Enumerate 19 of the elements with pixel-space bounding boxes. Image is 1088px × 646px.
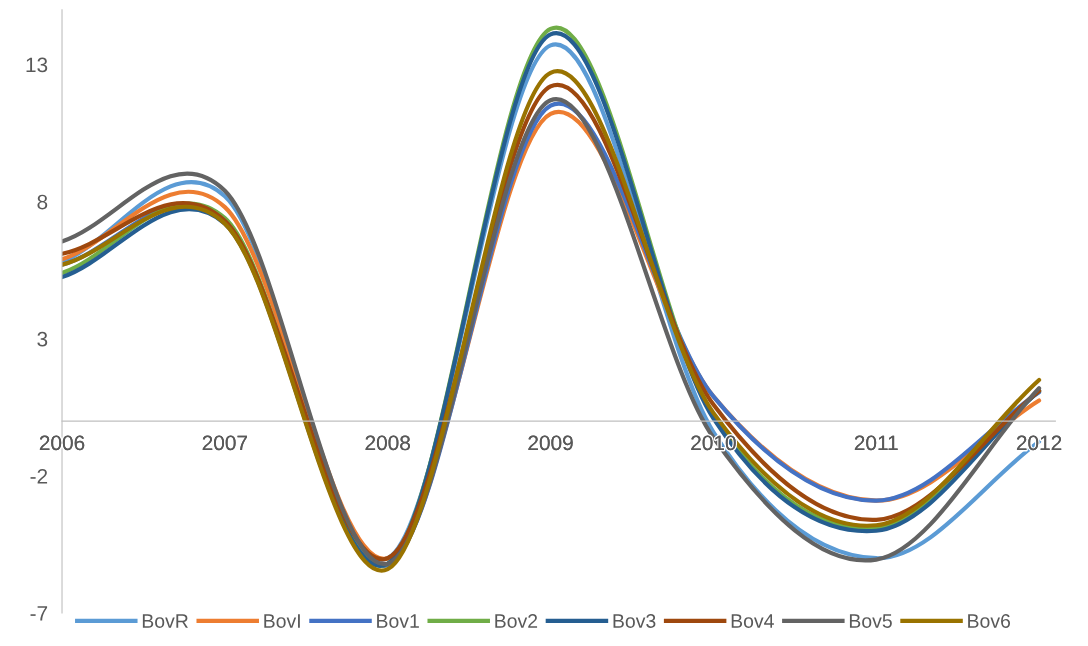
x-tick-label: 2009 [528,435,573,451]
x-tick-label: 2006 [39,435,85,451]
y-tick-label: -7 [30,606,48,621]
legend-label: Bov5 [849,614,892,628]
legend-label: Bov3 [613,614,656,628]
y-tick-label: 8 [37,194,48,210]
x-tick-label: 2007 [202,435,247,451]
legend-label: Bov4 [731,614,774,628]
legend-label: BovR [142,614,188,628]
legend-label: Bov6 [968,614,1011,628]
legend-label: BovI [264,614,300,628]
y-tick-label: 3 [37,331,48,347]
y-tick-label: 13 [26,57,48,73]
x-tick-label: 2011 [854,435,898,451]
x-tick-label: 2008 [365,435,410,451]
y-tick-label: -2 [30,468,48,484]
legend-label: Bov1 [377,614,419,628]
x-tick-label: 2012 [1016,435,1062,451]
legend-label: Bov2 [495,614,538,628]
